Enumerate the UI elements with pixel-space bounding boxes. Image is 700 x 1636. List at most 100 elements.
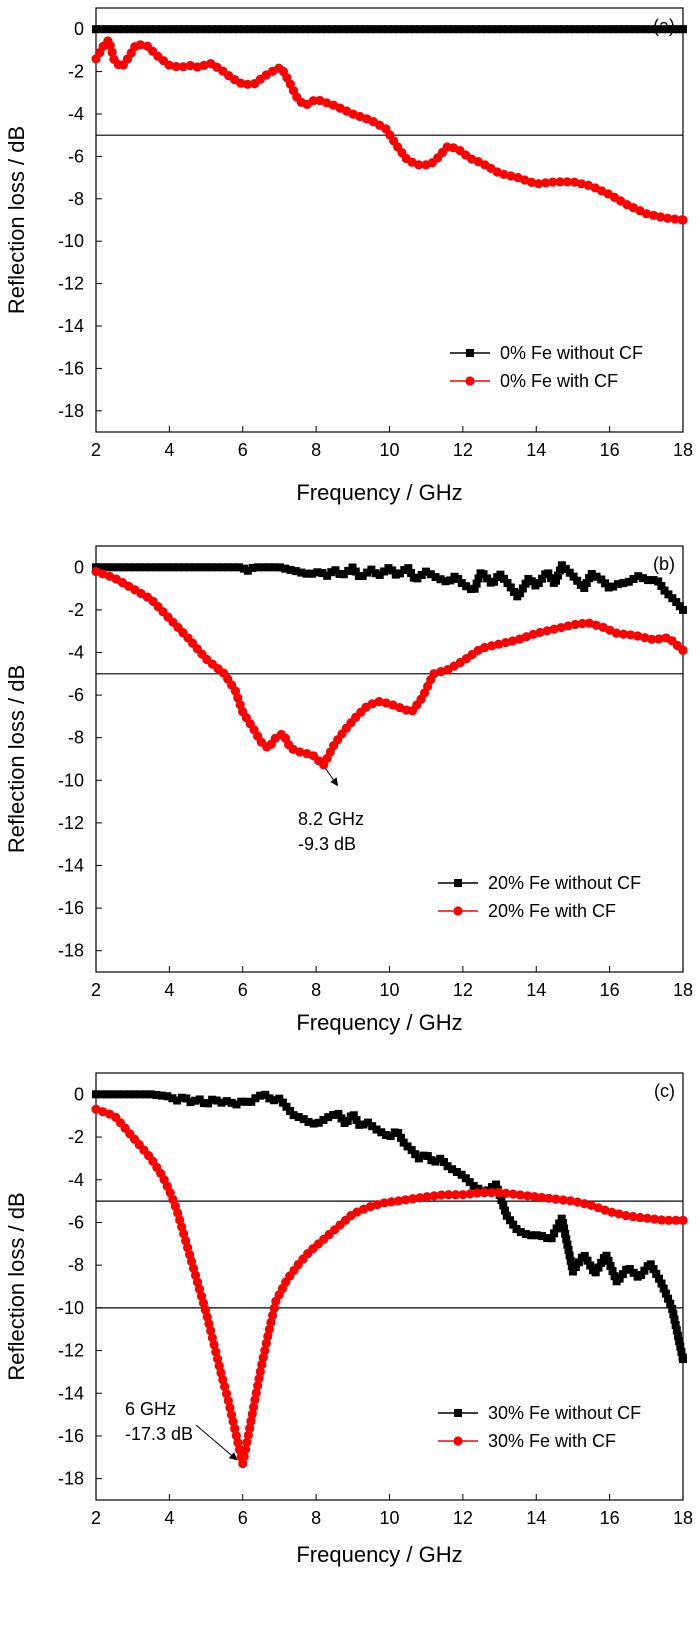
data-point — [436, 667, 446, 677]
data-point — [335, 569, 344, 578]
data-point — [318, 569, 327, 578]
legend-marker — [453, 906, 463, 916]
y-tick-label: -10 — [58, 770, 84, 790]
data-point — [323, 571, 332, 580]
data-point — [548, 177, 558, 187]
data-point — [568, 1267, 577, 1276]
panel-c: 2 4 6 8 10 12 14 16 18 0 -2 -4 -6 -8 -10 -12 -14 -16 -18 Fr… — [4, 1072, 693, 1567]
y-tick-label: -12 — [58, 274, 84, 294]
data-point — [444, 25, 452, 34]
data-point — [351, 567, 360, 576]
data-point — [594, 1263, 603, 1272]
data-point — [619, 579, 628, 588]
data-point — [586, 1261, 595, 1270]
x-tick-label: 8 — [311, 440, 321, 460]
data-point — [248, 1402, 259, 1412]
data-point — [286, 1106, 295, 1115]
legend-marker — [454, 1409, 462, 1417]
data-point — [186, 1098, 195, 1107]
data-point — [496, 570, 505, 579]
data-point — [526, 177, 537, 187]
data-point — [260, 1345, 270, 1356]
data-point — [216, 1368, 226, 1378]
y-tick-label: -14 — [58, 316, 84, 336]
data-point — [214, 1361, 224, 1371]
data-point — [570, 619, 580, 630]
data-point — [537, 574, 546, 583]
data-point — [506, 171, 516, 181]
data-point — [604, 1256, 613, 1265]
y-tick-label: -4 — [68, 1170, 84, 1190]
data-point — [504, 25, 513, 34]
data-point — [488, 25, 496, 34]
data-point — [411, 1150, 420, 1159]
data-point — [647, 634, 657, 644]
panel-label: (c) — [654, 1081, 675, 1101]
data-point — [582, 579, 591, 588]
data-point — [363, 568, 372, 577]
data-point — [562, 1235, 571, 1244]
y-tick-label: -2 — [68, 1127, 84, 1147]
y-tick-label: -4 — [68, 104, 84, 124]
data-point — [185, 25, 194, 34]
data-point — [245, 1423, 255, 1433]
data-point — [270, 563, 279, 572]
data-point — [592, 572, 601, 581]
y-tick-label: -6 — [68, 146, 84, 166]
data-point — [228, 1417, 238, 1427]
data-point — [501, 1188, 511, 1198]
data-point — [327, 568, 336, 577]
data-point — [302, 569, 311, 578]
data-point — [240, 25, 249, 34]
data-point — [135, 40, 145, 50]
data-point — [229, 25, 238, 34]
data-point — [130, 1090, 139, 1099]
data-point — [549, 624, 559, 634]
data-point — [182, 1243, 193, 1253]
data-point — [572, 1197, 582, 1207]
data-point — [547, 574, 556, 583]
data-point — [516, 589, 525, 598]
data-point — [558, 1219, 567, 1228]
legend: 30% Fe without CF 30% Fe with CF — [438, 1403, 641, 1451]
data-point — [386, 1197, 397, 1207]
data-point — [400, 25, 408, 34]
data-point — [125, 1090, 133, 1099]
data-point — [229, 563, 238, 572]
data-point — [257, 25, 265, 34]
data-point — [218, 563, 227, 572]
data-point — [654, 577, 663, 586]
data-point — [163, 25, 172, 34]
data-point — [503, 579, 512, 588]
data-point — [554, 25, 562, 34]
data-point — [537, 1192, 547, 1203]
data-point — [506, 583, 515, 592]
data-point — [380, 567, 389, 576]
data-point — [636, 25, 645, 34]
data-point — [670, 214, 680, 224]
data-point — [190, 1270, 201, 1280]
data-point — [191, 1096, 200, 1105]
data-point — [654, 1274, 663, 1283]
data-point — [393, 1196, 404, 1206]
data-point — [220, 1382, 230, 1392]
data-point — [528, 629, 538, 639]
x-tick-label: 2 — [91, 1508, 101, 1528]
data-point — [275, 563, 284, 572]
data-point — [180, 25, 188, 34]
data-point — [372, 1125, 381, 1134]
data-point — [394, 25, 403, 34]
data-point — [278, 1098, 287, 1107]
data-point — [367, 25, 375, 34]
data-point — [361, 25, 370, 34]
data-point — [460, 25, 469, 34]
series-markers — [92, 561, 687, 614]
y-tick-label: -2 — [68, 62, 84, 82]
annotation-text: 6 GHz — [125, 1399, 176, 1419]
data-point — [108, 563, 117, 572]
data-point — [664, 25, 672, 34]
annotation: 6 GHz -17.3 dB — [125, 1399, 238, 1461]
data-point — [339, 570, 348, 579]
series-markers — [91, 1104, 688, 1469]
data-point — [286, 565, 295, 574]
